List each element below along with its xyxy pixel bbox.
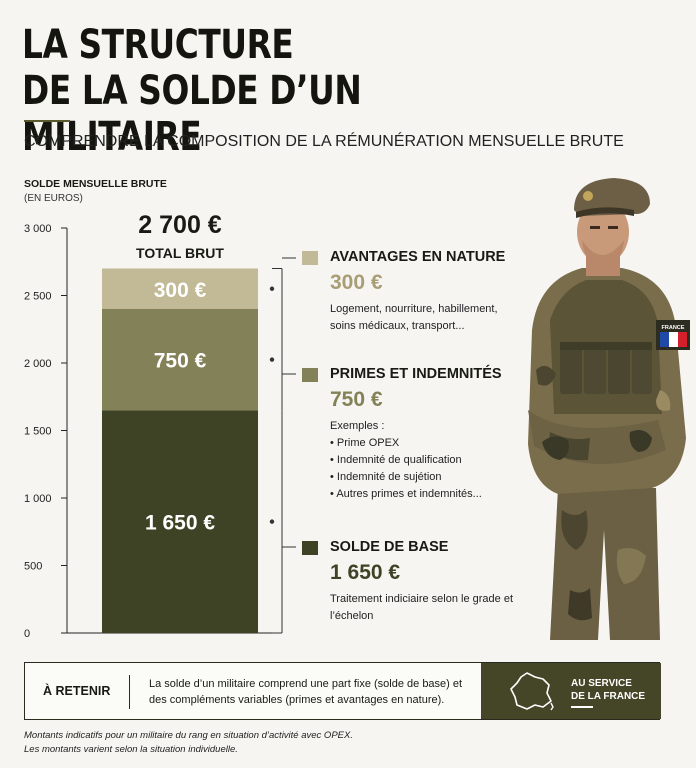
footnote-line-1: Montants indicatifs pour un militaire du…	[24, 730, 353, 741]
legend-title: PRIMES ET INDEMNITÉS	[330, 366, 502, 382]
legend-title: SOLDE DE BASE	[330, 539, 449, 555]
legend-description: Exemples : Prime OPEX Indemnité de quali…	[330, 418, 520, 503]
bracket-dot	[269, 519, 275, 524]
footnote-line-2: Les montants varient selon la situation …	[24, 744, 238, 755]
france-flag-patch: FRANCE	[656, 320, 690, 350]
y-tick-label: 500	[24, 561, 42, 573]
title-underline	[24, 120, 70, 122]
legend-title: AVANTAGES EN NATURE	[330, 249, 506, 265]
bar-segment-label: 1 650 €	[145, 512, 215, 535]
legend-amount: 300 €	[330, 271, 383, 294]
service-underline	[571, 706, 593, 708]
bar-segment	[102, 410, 258, 633]
legend-description: Traitement indiciaire selon le grade et …	[330, 593, 514, 622]
france-map-icon	[510, 672, 554, 711]
legend-bullet: Indemnité de sujétion	[330, 469, 520, 486]
service-line-2: DE LA FRANCE	[571, 691, 646, 702]
y-axis-unit: (EN EUROS)	[24, 193, 83, 204]
total-caption: TOTAL BRUT	[136, 245, 224, 261]
divider	[129, 675, 130, 709]
key-takeaway-title: À RETENIR	[43, 684, 111, 698]
legend-amount: 1 650 €	[330, 561, 401, 584]
y-axis-label: SOLDE MENSUELLE BRUTE	[24, 178, 167, 190]
legend-swatch	[302, 368, 318, 382]
legend-bullet: Autres primes et indemnités...	[330, 486, 520, 503]
legend-description: Logement, nourriture, habillement, soins…	[330, 303, 498, 332]
footnote: Montants indicatifs pour un militaire du…	[24, 729, 353, 757]
service-text: AU SERVICE DE LA FRANCE	[571, 677, 645, 703]
bar-segment-label: 300 €	[154, 279, 207, 302]
legend-bullet: Prime OPEX	[330, 435, 520, 452]
bracket-dot	[269, 286, 275, 291]
bar-segment-label: 750 €	[154, 350, 207, 373]
y-tick-label: 2 500	[24, 291, 52, 303]
page-subtitle: COMPRENDRE LA COMPOSITION DE LA RÉMUNÉRA…	[24, 133, 624, 150]
key-takeaway-text: La solde d’un militaire comprend une par…	[149, 678, 463, 706]
key-takeaway-box: À RETENIR La solde d’un militaire compre…	[24, 662, 661, 720]
legend-swatch	[302, 541, 318, 555]
legend-swatch	[302, 251, 318, 265]
y-tick-label: 0	[24, 628, 30, 640]
legend-bullet-list: Prime OPEX Indemnité de qualification In…	[330, 435, 520, 503]
y-tick-label: 1 500	[24, 426, 52, 438]
y-tick-label: 1 000	[24, 493, 52, 505]
legend-bullets-intro: Exemples :	[330, 420, 385, 432]
bracket-dot	[269, 357, 275, 362]
service-block: AU SERVICE DE LA FRANCE	[481, 663, 661, 719]
beret-badge-icon	[583, 191, 593, 201]
legend-amount: 750 €	[330, 388, 383, 411]
y-tick-label: 3 000	[24, 223, 52, 235]
bar-segment	[102, 309, 258, 411]
service-line-1: AU SERVICE	[571, 678, 632, 689]
y-tick-label: 2 000	[24, 358, 52, 370]
soldier-illustration: FRANCE	[528, 178, 690, 640]
bar-segment	[102, 268, 258, 309]
total-value: 2 700 €	[138, 211, 222, 239]
title-line-1: LA STRUCTURE	[22, 22, 294, 68]
patch-text: FRANCE	[662, 325, 685, 331]
legend-bullet: Indemnité de qualification	[330, 452, 520, 469]
